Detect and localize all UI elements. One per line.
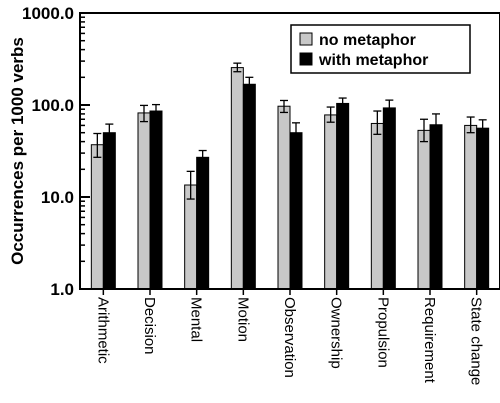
error-bar — [373, 110, 382, 135]
bar-with-metaphor — [196, 156, 210, 290]
bar-with-metaphor — [149, 110, 163, 290]
error-bar — [93, 132, 102, 158]
error-bar — [186, 170, 195, 200]
error-bar — [152, 103, 160, 119]
legend-label-with-metaphor: with metaphor — [318, 52, 428, 69]
error-bar — [385, 99, 394, 118]
x-tick-label: Motion — [234, 297, 251, 342]
error-bar — [478, 119, 487, 137]
x-tick-label: Requirement — [421, 297, 438, 384]
bar-with-metaphor — [476, 127, 490, 290]
plot-frame — [79, 12, 500, 290]
error-bar — [198, 149, 207, 165]
legend-label-no-metaphor: no metaphor — [319, 32, 416, 49]
error-bar — [233, 62, 242, 73]
bar-with-metaphor — [382, 107, 396, 290]
y-tick-label: 100.0 — [31, 96, 74, 115]
bar-no-metaphor — [277, 105, 291, 290]
error-bar — [432, 113, 440, 136]
error-bar — [466, 116, 475, 134]
y-tick-label: 10.0 — [41, 188, 74, 207]
bar-with-metaphor — [289, 132, 303, 290]
bar-with-metaphor — [336, 102, 350, 290]
error-bar — [140, 104, 148, 123]
x-tick-label: Propulsion — [374, 297, 391, 368]
error-bar — [292, 122, 300, 145]
bar-no-metaphor — [137, 112, 151, 290]
error-bar — [280, 99, 288, 114]
error-bar — [105, 123, 114, 142]
error-bar — [326, 106, 335, 123]
bar-no-metaphor — [230, 67, 244, 290]
error-bar — [338, 97, 347, 109]
x-tick-label: Observation — [281, 297, 298, 378]
legend-box — [290, 24, 471, 74]
bar-no-metaphor — [324, 114, 338, 290]
bar-no-metaphor — [90, 144, 104, 290]
legend-swatch-with-metaphor — [299, 52, 313, 66]
y-axis-label: Occurrences per 1000 verbs — [8, 37, 27, 265]
bar-no-metaphor — [184, 184, 198, 290]
bar-with-metaphor — [429, 124, 443, 290]
bar-with-metaphor — [102, 132, 116, 290]
bars — [90, 67, 490, 290]
legend-swatch-no-metaphor — [299, 32, 313, 46]
x-tick-label: State change — [468, 297, 485, 385]
x-tick-label: Decision — [141, 297, 158, 355]
bar-no-metaphor — [464, 124, 478, 290]
x-axis-ticks: Arithmetic Decision Mental Motion Observatio… — [94, 289, 485, 385]
error-bars — [93, 62, 487, 200]
error-bar — [245, 76, 254, 93]
y-tick-label: 1.0 — [50, 280, 74, 299]
error-bar — [420, 118, 428, 143]
y-tick-label: 1000.0 — [22, 4, 74, 23]
bar-no-metaphor — [417, 129, 431, 290]
x-tick-label: Arithmetic — [94, 297, 111, 364]
x-tick-label: Ownership — [328, 297, 345, 369]
bar-no-metaphor — [370, 122, 384, 290]
bar-with-metaphor — [242, 83, 256, 290]
legend: no metaphor with metaphor — [290, 24, 471, 74]
x-tick-label: Mental — [188, 297, 205, 342]
